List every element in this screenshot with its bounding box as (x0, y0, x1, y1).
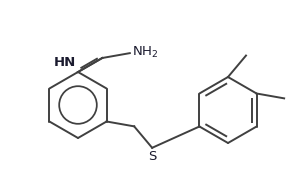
Text: S: S (148, 150, 156, 163)
Text: NH$_2$: NH$_2$ (132, 45, 158, 60)
Text: HN: HN (54, 56, 76, 69)
